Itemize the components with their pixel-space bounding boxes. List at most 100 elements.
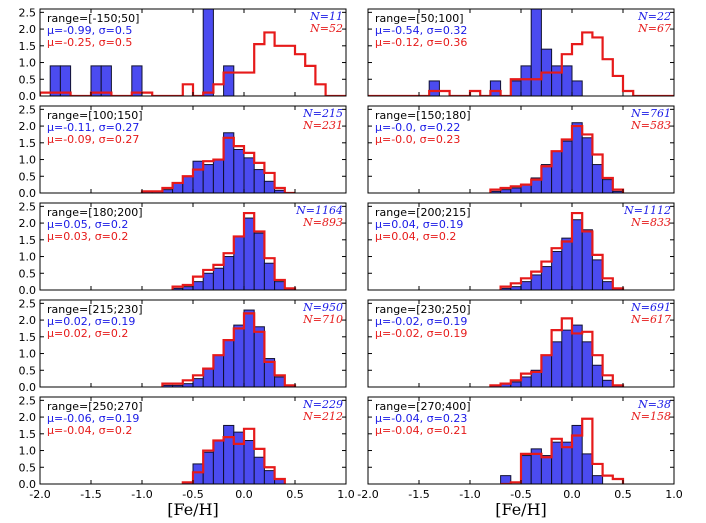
- red-step-line: [40, 31, 346, 96]
- plot-area: [489, 317, 625, 387]
- blue-bar: [500, 189, 512, 193]
- blue-bar: [263, 180, 276, 193]
- blue-bar: [520, 65, 532, 96]
- blue-stats-label: μ=0.05, σ=0.2: [47, 218, 128, 231]
- plot-area: [489, 122, 625, 193]
- x-tick-label: 0.0: [235, 488, 253, 501]
- y-tick-label: 0.0: [19, 284, 37, 297]
- y-tick-label: 1.5: [19, 234, 37, 247]
- y-tick-label: 2.0: [19, 314, 37, 327]
- range-label: range=[50;100]: [375, 12, 463, 25]
- y-tick-label: 2.0: [19, 217, 37, 230]
- blue-stats-label: μ=0.04, σ=0.19: [375, 218, 463, 231]
- red-stats-label: μ=-0.0, σ=0.23: [375, 133, 460, 146]
- red-step-line: [500, 417, 625, 484]
- blue-bar: [253, 456, 265, 484]
- panel-1: 0.0 0.5 1.0 1.5 2.0 2.5 range=[-150;50]μ=-0.99…: [19, 6, 347, 103]
- blue-bar: [212, 354, 225, 387]
- blue-bar: [561, 65, 573, 96]
- blue-bar: [243, 157, 255, 193]
- plot-area: [140, 132, 295, 193]
- blue-bar: [520, 281, 532, 290]
- range-label: range=[150;180]: [375, 109, 470, 122]
- red-stats-label: μ=-0.12, σ=0.36: [375, 36, 467, 49]
- plot-area: [500, 417, 625, 484]
- red-stats-label: μ=0.04, σ=0.2: [375, 230, 456, 243]
- n-blue-label: N=38: [637, 398, 671, 411]
- blue-bar: [581, 453, 593, 484]
- y-tick-label: 2.5: [19, 200, 37, 213]
- blue-bar: [571, 122, 583, 193]
- range-label: range=[100;150]: [47, 109, 142, 122]
- x-tick-label: -0.5: [182, 488, 203, 501]
- blue-bar: [561, 237, 573, 290]
- n-red-label: N=158: [630, 410, 671, 423]
- blue-bar: [520, 184, 532, 193]
- blue-bar: [253, 169, 265, 193]
- blue-bar: [540, 455, 553, 484]
- blue-stats-label: μ=-0.06, σ=0.19: [47, 412, 139, 425]
- red-step-line: [140, 136, 295, 193]
- blue-bar: [202, 272, 214, 290]
- blue-bar: [540, 354, 553, 387]
- blue-bar: [182, 383, 194, 387]
- n-red-label: N=212: [302, 410, 343, 423]
- red-step-line: [499, 211, 625, 290]
- y-tick-label: 2.0: [19, 411, 37, 424]
- n-blue-label: N=229: [302, 398, 343, 411]
- y-tick-label: 1.0: [19, 57, 37, 70]
- blue-bar: [212, 440, 225, 484]
- y-tick-label: 2.5: [19, 297, 37, 310]
- red-step-line: [181, 427, 286, 484]
- y-tick-label: 2.5: [19, 103, 37, 116]
- x-axis-label: [Fe/H]: [167, 500, 219, 519]
- x-tick-label: -1.0: [131, 488, 152, 501]
- blue-stats-label: μ=-0.99, σ=0.5: [47, 24, 132, 37]
- red-stats-label: μ=-0.04, σ=0.21: [375, 424, 467, 437]
- panel-2: range=[50;100]μ=-0.54, σ=0.32μ=-0.12, σ=…: [367, 8, 675, 97]
- range-label: range=[270;400]: [375, 400, 470, 413]
- blue-bar: [192, 281, 204, 290]
- n-red-label: N=231: [302, 119, 343, 132]
- blue-bar: [243, 217, 255, 290]
- red-stats-label: μ=-0.02, σ=0.19: [375, 327, 467, 340]
- y-tick-label: 2.5: [19, 6, 37, 19]
- y-tick-label: 0.0: [19, 381, 37, 394]
- y-tick-label: 1.0: [19, 348, 37, 361]
- y-tick-label: 2.0: [19, 23, 37, 36]
- blue-bar: [530, 274, 542, 290]
- n-blue-label: N=22: [637, 10, 671, 23]
- blue-stats-label: μ=-0.02, σ=0.19: [375, 315, 467, 328]
- x-tick-label: 0.5: [286, 488, 304, 501]
- x-tick-label: -1.5: [80, 488, 101, 501]
- blue-bar: [202, 164, 214, 193]
- y-tick-label: 1.0: [19, 251, 37, 264]
- blue-stats-label: μ=0.02, σ=0.19: [47, 315, 135, 328]
- blue-bar: [223, 256, 235, 290]
- y-tick-label: 1.5: [19, 40, 37, 53]
- blue-bar: [243, 440, 255, 484]
- red-stats-label: μ=-0.04, σ=0.2: [47, 424, 132, 437]
- blue-bar: [602, 179, 614, 193]
- blue-bar: [192, 160, 204, 193]
- y-tick-label: 1.0: [19, 445, 37, 458]
- blue-bar: [571, 424, 583, 484]
- range-label: range=[215;230]: [47, 303, 142, 316]
- x-tick-label: -1.5: [408, 488, 429, 501]
- blue-bar: [253, 326, 265, 387]
- blue-bar: [202, 9, 214, 96]
- blue-bar: [510, 80, 522, 96]
- plot-area: [181, 424, 286, 484]
- x-tick-label: -0.5: [510, 488, 531, 501]
- blue-bar: [59, 65, 72, 96]
- panel-9: -2.0 -1.5 -1.0 -0.5 0.0 0.5 1.0 0.0 0.5 1.0 1.5 2.0…: [19, 394, 355, 501]
- panel-6: range=[200;215]μ=0.04, σ=0.19μ=0.04, σ=0…: [367, 202, 675, 291]
- n-blue-label: N=691: [630, 301, 671, 314]
- n-red-label: N=52: [309, 22, 343, 35]
- y-tick-label: 0.0: [19, 478, 37, 491]
- blue-bar: [561, 140, 573, 193]
- n-blue-label: N=215: [302, 107, 343, 120]
- red-step-line: [489, 317, 625, 387]
- y-tick-label: 2.0: [19, 120, 37, 133]
